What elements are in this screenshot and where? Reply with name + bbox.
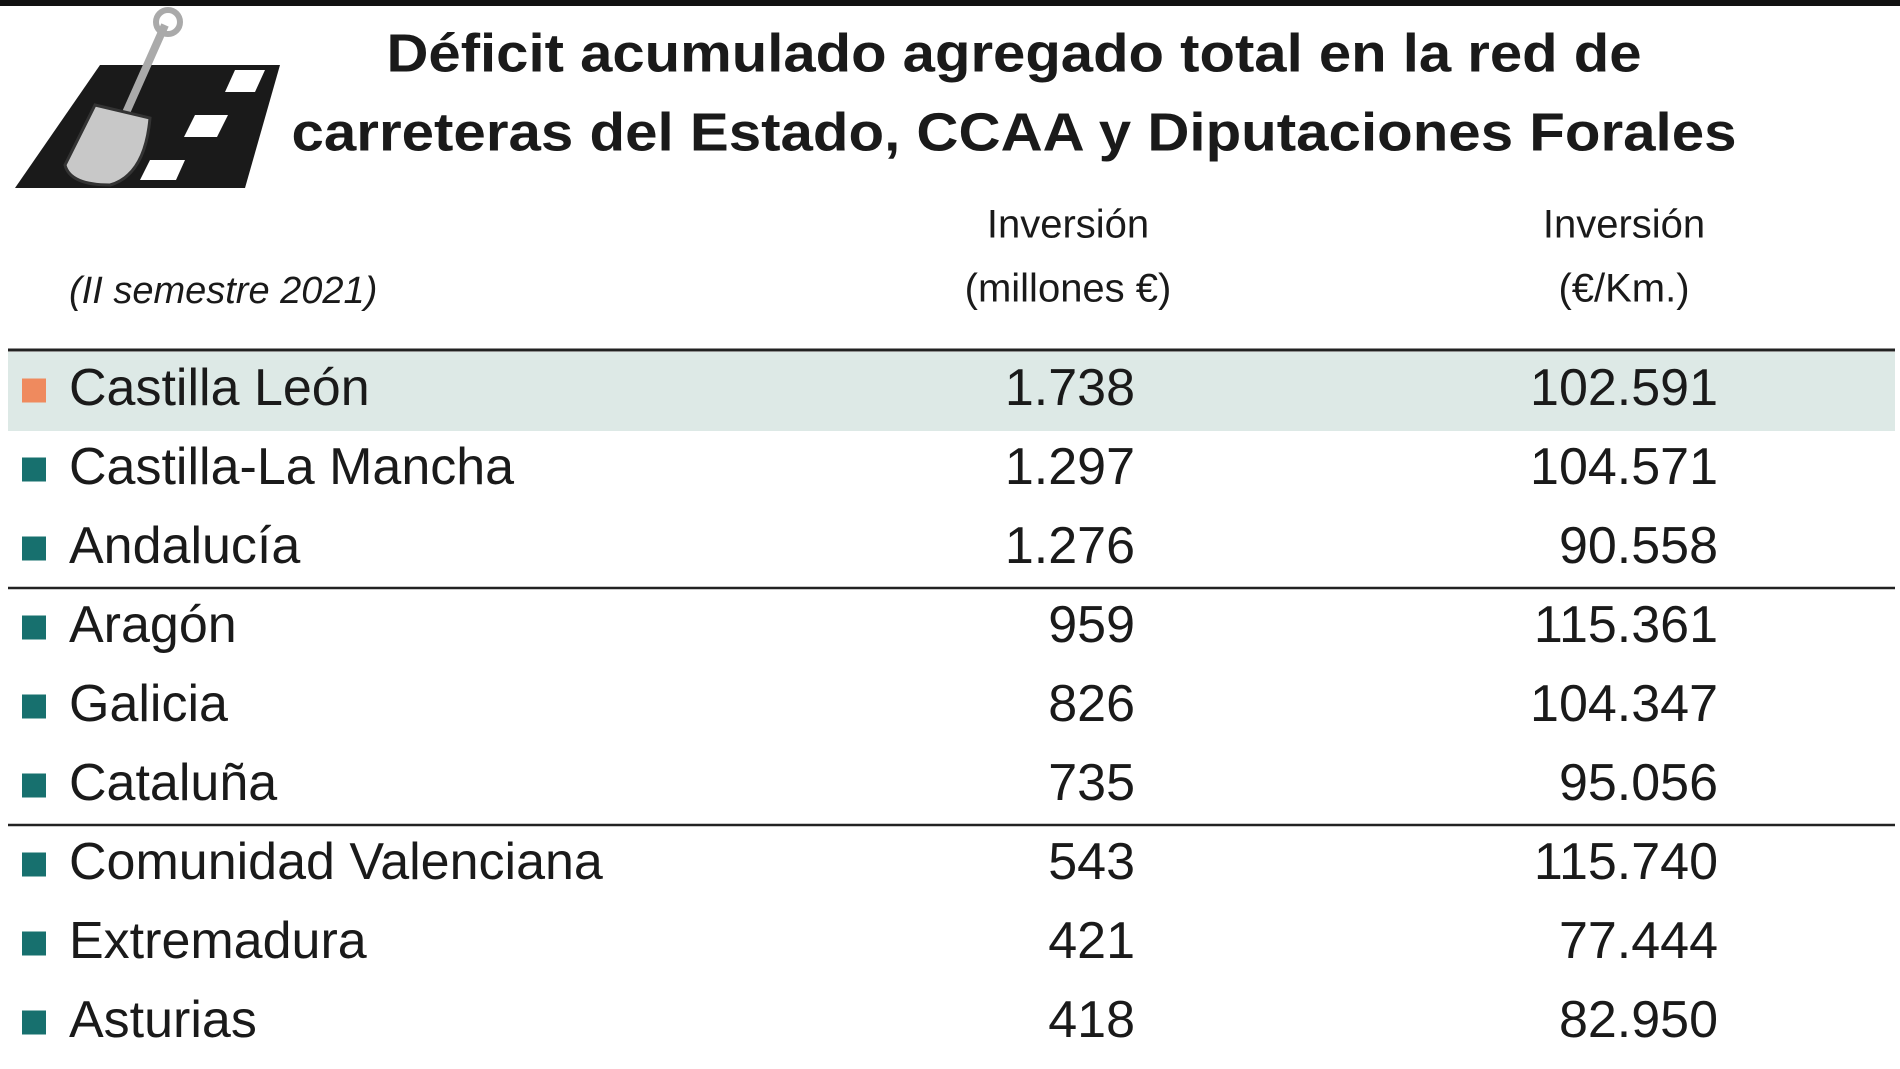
row-value: 543 bbox=[1048, 833, 1135, 891]
row-name: Castilla-La Mancha bbox=[69, 438, 514, 496]
row-value: 1.738 bbox=[1005, 359, 1135, 417]
road-icon bbox=[15, 7, 280, 188]
row-value: 104.571 bbox=[1530, 438, 1718, 496]
row-marker bbox=[22, 852, 46, 877]
row-name: Comunidad Valenciana bbox=[69, 833, 603, 891]
row-marker bbox=[22, 1010, 46, 1035]
row-name: Castilla León bbox=[69, 359, 370, 417]
column-header: Inversión bbox=[1543, 203, 1705, 247]
row-name: Galicia bbox=[69, 675, 228, 733]
row-value: 104.347 bbox=[1530, 675, 1718, 733]
row-value: 421 bbox=[1048, 912, 1135, 970]
row-value: 95.056 bbox=[1559, 754, 1718, 812]
row-marker bbox=[22, 378, 46, 403]
row-marker bbox=[22, 931, 46, 956]
row-value: 1.297 bbox=[1005, 438, 1135, 496]
row-value: 82.950 bbox=[1559, 991, 1718, 1049]
row-value: 1.276 bbox=[1005, 517, 1135, 575]
row-value: 90.558 bbox=[1559, 517, 1718, 575]
row-marker bbox=[22, 615, 46, 640]
row-name: Extremadura bbox=[69, 912, 367, 970]
column-header: (€/Km.) bbox=[1558, 267, 1689, 311]
row-name: Andalucía bbox=[69, 517, 300, 575]
row-name: Asturias bbox=[69, 991, 257, 1049]
subtitle: (II semestre 2021) bbox=[69, 270, 377, 312]
row-highlight bbox=[8, 352, 1895, 431]
row-marker bbox=[22, 694, 46, 719]
row-value: 115.361 bbox=[1534, 596, 1718, 654]
row-marker bbox=[22, 457, 46, 482]
row-value: 735 bbox=[1048, 754, 1135, 812]
top-bar bbox=[0, 0, 1900, 6]
column-header: (millones €) bbox=[965, 267, 1172, 311]
row-value: 102.591 bbox=[1530, 359, 1718, 417]
row-value: 418 bbox=[1048, 991, 1135, 1049]
row-value: 826 bbox=[1048, 675, 1135, 733]
table-body: Castilla León 1.738 102.591 Castilla-La Man… bbox=[8, 352, 1895, 1049]
row-name: Aragón bbox=[69, 596, 237, 654]
row-marker bbox=[22, 536, 46, 561]
row-value: 77.444 bbox=[1559, 912, 1718, 970]
row-value: 115.740 bbox=[1534, 833, 1718, 891]
row-value: 959 bbox=[1048, 596, 1135, 654]
title-line: carreteras del Estado, CCAA y Diputacion… bbox=[292, 102, 1737, 162]
column-header: Inversión bbox=[987, 203, 1149, 247]
row-marker bbox=[22, 773, 46, 798]
title-line: Déficit acumulado agregado total en la r… bbox=[387, 23, 1642, 83]
row-name: Cataluña bbox=[69, 754, 277, 812]
